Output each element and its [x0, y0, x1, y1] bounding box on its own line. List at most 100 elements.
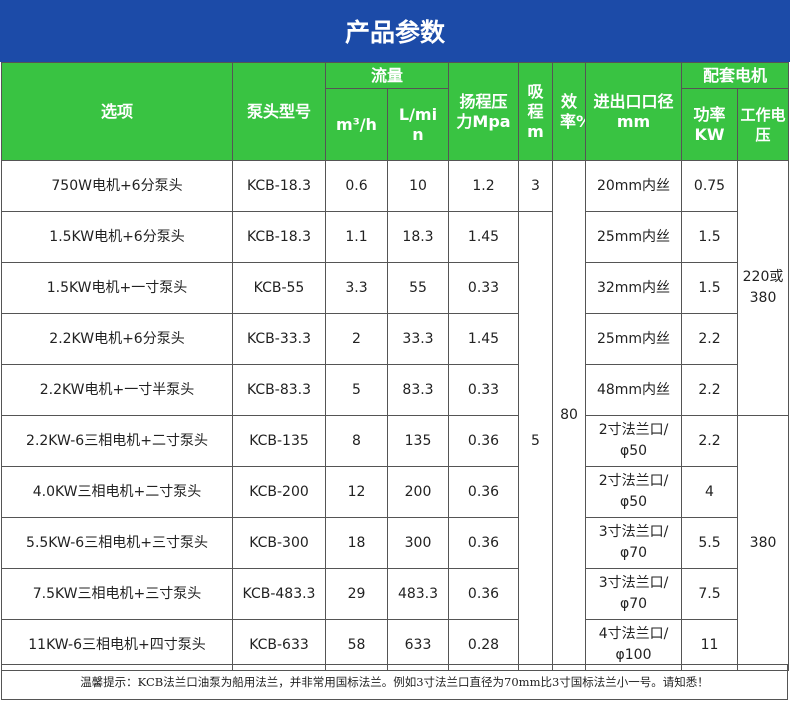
- flow-m3h-cell: 1.1: [325, 211, 388, 263]
- port-cell: 3寸法兰口/φ70: [585, 517, 683, 569]
- power-cell: 0.75: [681, 160, 739, 212]
- port-cell: 20mm内丝: [585, 160, 683, 212]
- power-cell: 1.5: [681, 262, 739, 314]
- header-efficiency: 效率%: [552, 62, 587, 161]
- product-parameter-table: 选项 泵头型号 流量 扬程压力Mpa 吸程m 效率% 进出口口径mm 配套电机 …: [1, 62, 790, 671]
- header-flow: 流量: [324, 62, 450, 89]
- header-pump-model: 泵头型号: [232, 62, 326, 161]
- model-cell: KCB-135: [232, 415, 326, 467]
- flow-m3h-cell: 3.3: [325, 262, 388, 314]
- option-cell: 2.2KW电机+一寸半泵头: [1, 364, 233, 416]
- option-cell: 1.5KW电机+6分泵头: [1, 211, 233, 263]
- port-cell: 2寸法兰口/φ50: [585, 415, 683, 467]
- option-cell: 1.5KW电机+一寸泵头: [1, 262, 233, 314]
- model-cell: KCB-33.3: [232, 313, 326, 365]
- port-cell: 3寸法兰口/φ70: [585, 568, 683, 620]
- suction-cell: 5: [518, 211, 554, 671]
- table-row: 750W电机+6分泵头 KCB-18.3 0.6 10 1.2 3 80 20m…: [1, 160, 790, 671]
- port-cell: 25mm内丝: [585, 313, 683, 365]
- warm-tip-note: 温馨提示：KCB法兰口油泵为船用法兰，并非常用国标法兰。例如3寸法兰口直径为70…: [1, 664, 788, 700]
- option-cell: 4.0KW三相电机+二寸泵头: [1, 466, 233, 518]
- voltage-single-label: 220或380: [742, 269, 784, 306]
- model-cell: KCB-18.3: [232, 160, 326, 212]
- pressure-cell: 0.33: [448, 364, 520, 416]
- table-row: 2.2KW电机+一寸半泵头 KCB-83.3 5 83.3 0.33 48mm内…: [1, 364, 789, 416]
- table-row: 2.2KW电机+6分泵头 KCB-33.3 2 33.3 1.45 25mm内丝…: [1, 313, 789, 365]
- flow-m3h-cell: 29: [325, 568, 388, 620]
- option-cell: 11KW-6三相电机+四寸泵头: [1, 619, 233, 671]
- page-title: 产品参数: [0, 0, 790, 62]
- model-cell: KCB-300: [232, 517, 326, 569]
- port-label: 2寸法兰口/φ50: [598, 422, 669, 459]
- option-cell: 750W电机+6分泵头: [1, 160, 233, 212]
- model-cell: KCB-55: [232, 262, 326, 314]
- header-head-pressure: 扬程压力Mpa: [448, 62, 520, 161]
- voltage-cell: 380: [737, 415, 790, 671]
- pressure-cell: 0.33: [448, 262, 520, 314]
- flow-lmin-cell: 33.3: [386, 313, 450, 365]
- option-cell: 2.2KW-6三相电机+二寸泵头: [1, 415, 233, 467]
- flow-lmin-cell: 483.3: [386, 568, 450, 620]
- flow-m3h-cell: 8: [325, 415, 388, 467]
- port-cell: 48mm内丝: [585, 364, 683, 416]
- pressure-cell: 1.2: [448, 160, 520, 212]
- header-suction-label: 吸程m: [527, 81, 544, 141]
- flow-lmin-cell: 633: [386, 619, 450, 671]
- pressure-cell: 1.45: [448, 211, 520, 263]
- option-cell: 2.2KW电机+6分泵头: [1, 313, 233, 365]
- flow-m3h-cell: 58: [325, 619, 388, 671]
- header-flow-m3h: m³/h: [325, 88, 388, 161]
- header-flow-lmin-label: L/min: [398, 104, 438, 144]
- suction-cell: 3: [518, 160, 554, 212]
- header-suction: 吸程m: [518, 62, 554, 161]
- table-row: 1.5KW电机+6分泵头 KCB-18.3 1.1 18.3 1.45 5 25…: [1, 211, 789, 671]
- header-head-pressure-label: 扬程压力Mpa: [456, 91, 511, 131]
- header-efficiency-label: 效率%: [560, 91, 585, 131]
- voltage-cell: 220或380: [737, 160, 790, 416]
- header-voltage: 工作电压: [737, 88, 790, 161]
- port-label: 3寸法兰口/φ70: [598, 524, 669, 561]
- port-label: 4寸法兰口/φ100: [598, 626, 669, 663]
- flow-lmin-cell: 135: [386, 415, 450, 467]
- power-cell: 2.2: [681, 415, 739, 467]
- flow-lmin-cell: 200: [386, 466, 450, 518]
- pressure-cell: 0.36: [448, 415, 520, 467]
- power-cell: 4: [681, 466, 739, 518]
- model-cell: KCB-200: [232, 466, 326, 518]
- flow-m3h-cell: 0.6: [325, 160, 388, 212]
- port-label: 3寸法兰口/φ70: [598, 575, 669, 612]
- flow-lmin-cell: 83.3: [386, 364, 450, 416]
- header-flow-lmin: L/min: [386, 88, 450, 161]
- port-cell: 25mm内丝: [585, 211, 683, 263]
- option-cell: 5.5KW-6三相电机+三寸泵头: [1, 517, 233, 569]
- header-power: 功率KW: [681, 88, 739, 161]
- pressure-cell: 1.45: [448, 313, 520, 365]
- option-cell: 7.5KW三相电机+三寸泵头: [1, 568, 233, 620]
- table-row: 4.0KW三相电机+二寸泵头 KCB-200 12 200 0.36 2寸法兰口…: [1, 466, 789, 518]
- flow-m3h-cell: 5: [325, 364, 388, 416]
- flow-lmin-cell: 55: [386, 262, 450, 314]
- flow-m3h-cell: 18: [325, 517, 388, 569]
- port-label: 2寸法兰口/φ50: [598, 473, 669, 510]
- flow-lmin-cell: 18.3: [386, 211, 450, 263]
- header-motor: 配套电机: [681, 62, 790, 89]
- model-cell: KCB-483.3: [232, 568, 326, 620]
- pressure-cell: 0.36: [448, 517, 520, 569]
- pressure-cell: 0.28: [448, 619, 520, 671]
- power-cell: 1.5: [681, 211, 739, 263]
- port-cell: 4寸法兰口/φ100: [585, 619, 683, 671]
- power-cell: 11: [681, 619, 739, 671]
- header-port: 进出口口径mm: [585, 62, 683, 161]
- model-cell: KCB-633: [232, 619, 326, 671]
- flow-lmin-cell: 10: [386, 160, 450, 212]
- flow-m3h-cell: 12: [325, 466, 388, 518]
- header-port-label: 进出口口径mm: [593, 91, 674, 131]
- table-row: 7.5KW三相电机+三寸泵头 KCB-483.3 29 483.3 0.36 3…: [1, 568, 789, 620]
- power-cell: 2.2: [681, 364, 739, 416]
- port-cell: 32mm内丝: [585, 262, 683, 314]
- table-row: 5.5KW-6三相电机+三寸泵头 KCB-300 18 300 0.36 3寸法…: [1, 517, 789, 569]
- table-row: 11KW-6三相电机+四寸泵头 KCB-633 58 633 0.28 4寸法兰…: [1, 619, 789, 671]
- header-voltage-label: 工作电压: [740, 105, 786, 144]
- header-option: 选项: [1, 62, 233, 161]
- model-cell: KCB-18.3: [232, 211, 326, 263]
